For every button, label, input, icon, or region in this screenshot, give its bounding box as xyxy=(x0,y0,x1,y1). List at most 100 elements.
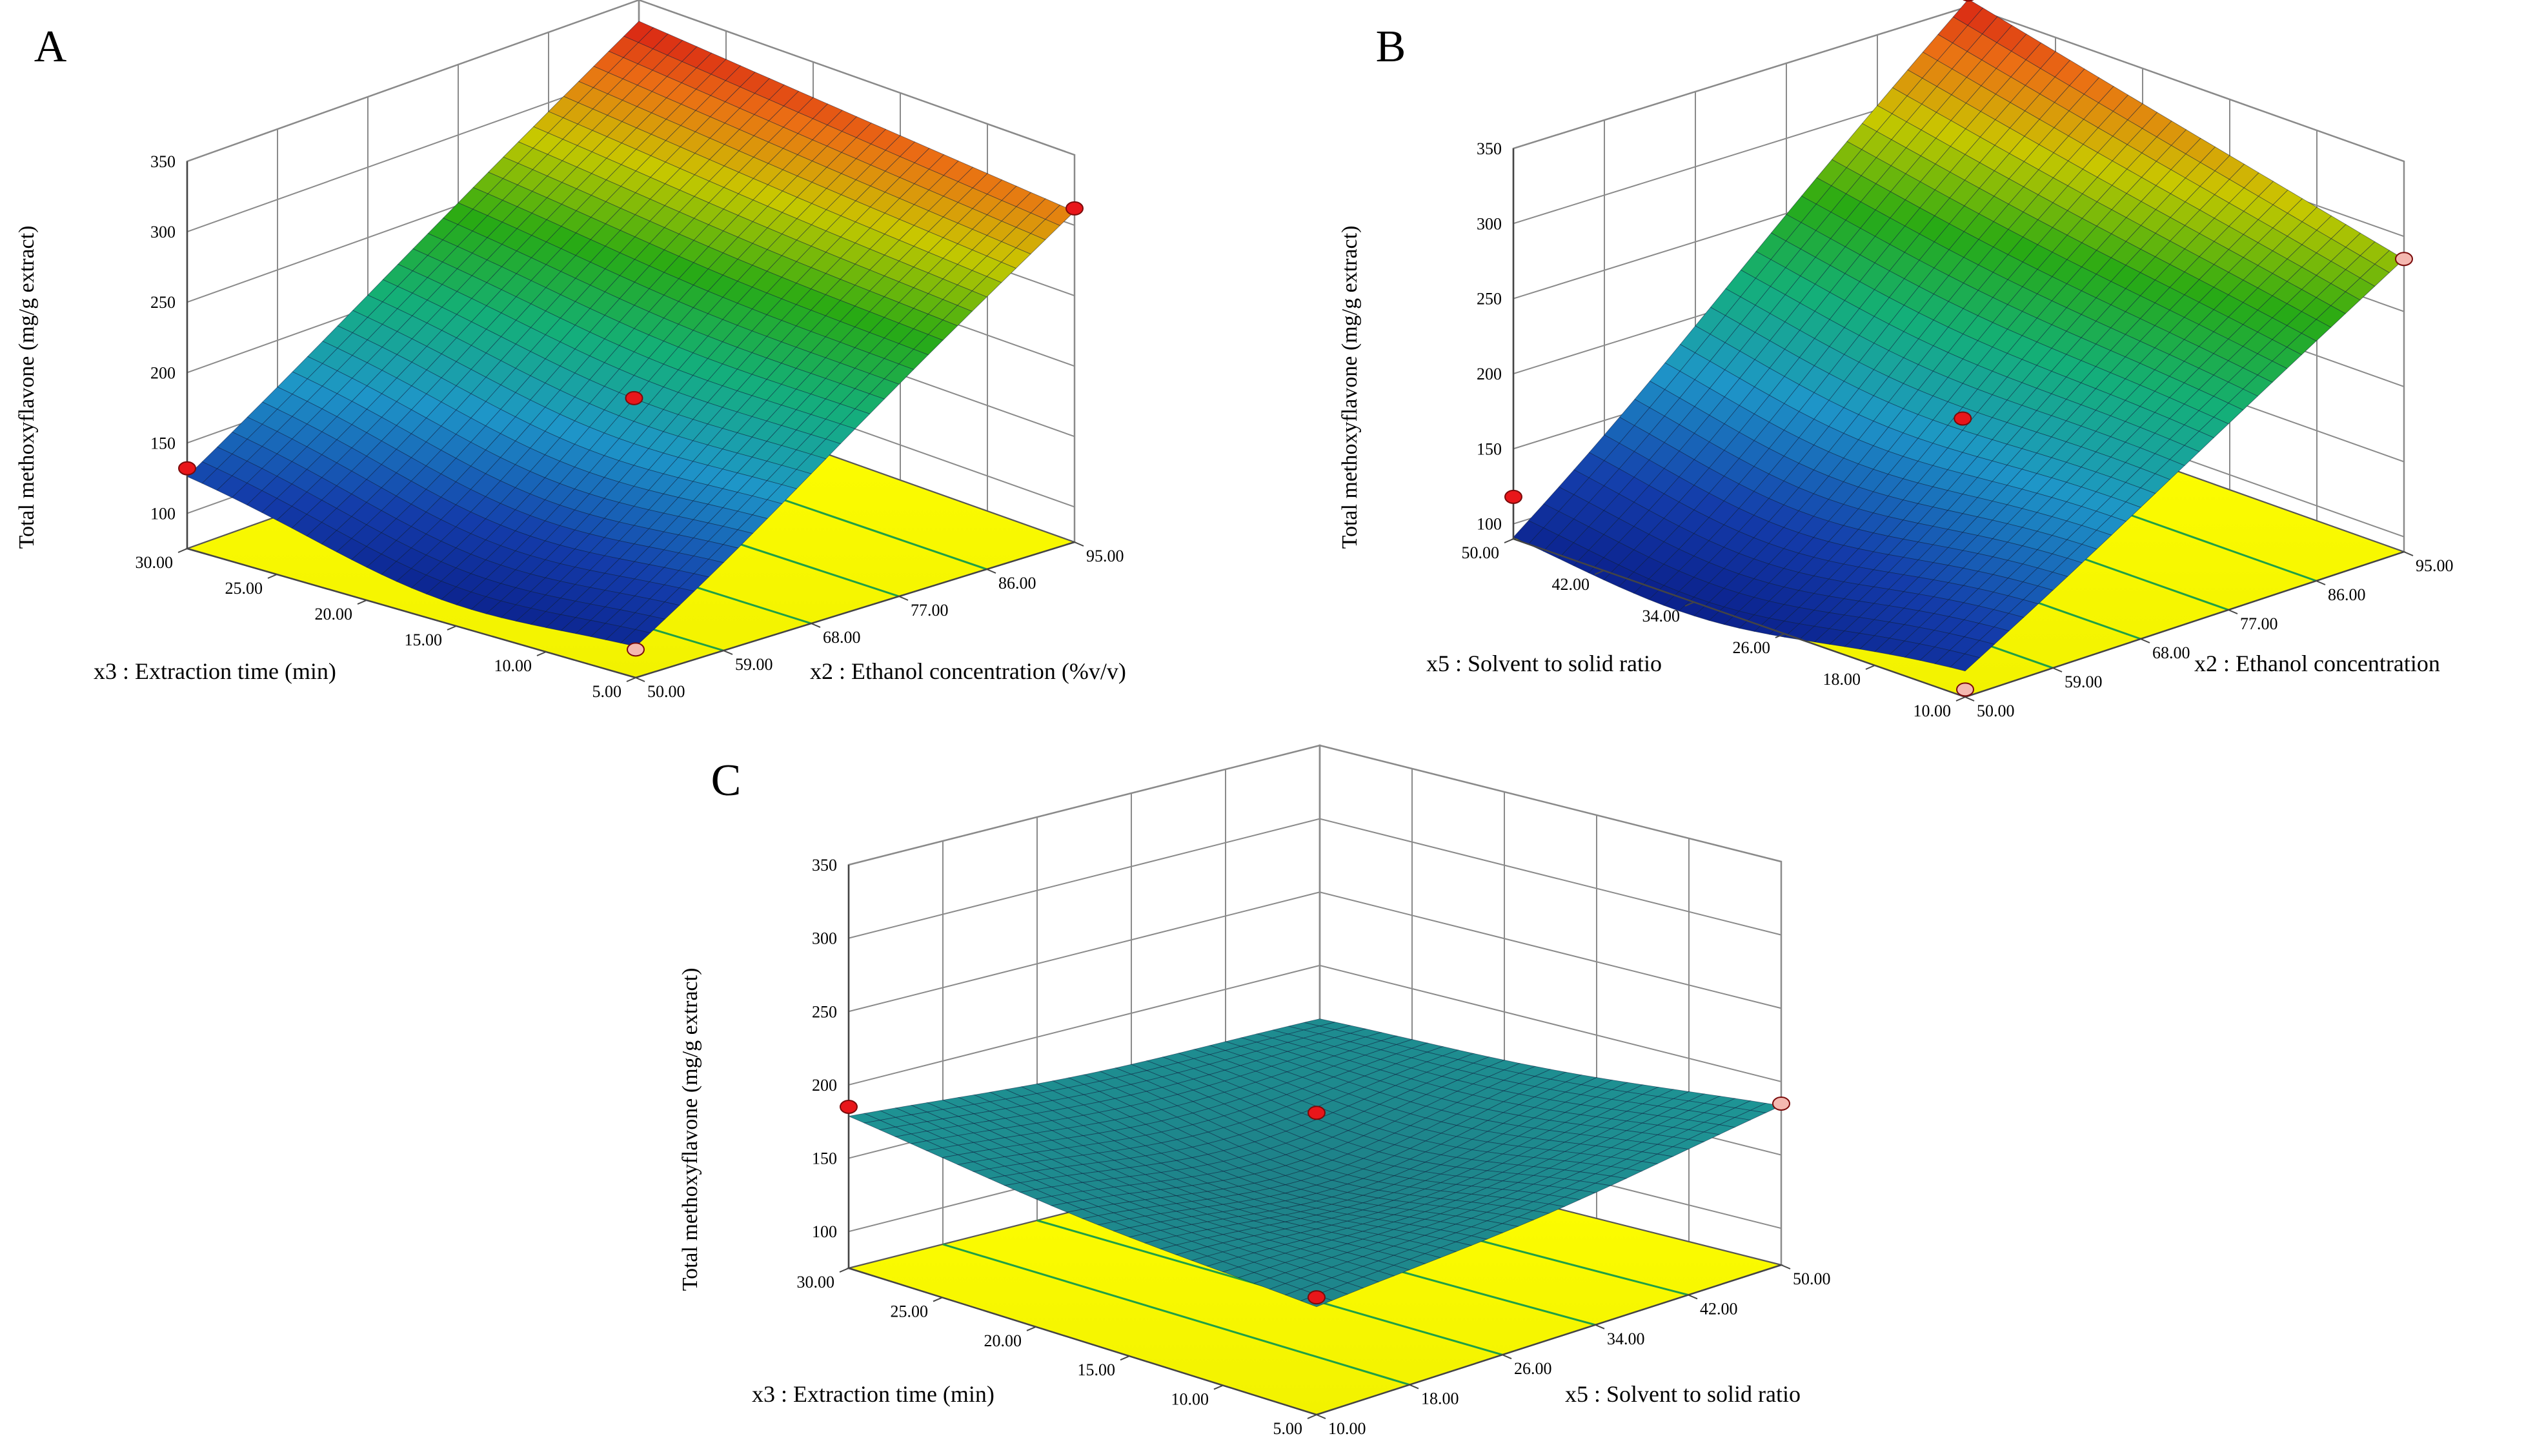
y-axis-title: x3 : Extraction time (min) xyxy=(752,1381,995,1407)
z-gridline xyxy=(848,818,1782,939)
z-tick-label: 100 xyxy=(1477,515,1502,534)
y-tick xyxy=(1775,633,1785,638)
response-surface xyxy=(847,1018,1783,1308)
x-tick xyxy=(1502,1354,1512,1360)
z-tick-label: 300 xyxy=(1477,214,1502,233)
design-point xyxy=(1954,411,1972,426)
z-tick-label: 200 xyxy=(812,1076,837,1095)
design-point xyxy=(1308,1290,1326,1305)
z-tick-label: 100 xyxy=(150,504,176,523)
design-point xyxy=(627,642,645,657)
floor-contour-line xyxy=(942,1243,1410,1386)
y-tick-label: 10.00 xyxy=(494,656,532,675)
y-tick xyxy=(267,574,278,579)
x-tick xyxy=(1688,1294,1698,1300)
x-tick xyxy=(1964,696,1975,702)
design-point xyxy=(1963,0,1974,2)
surface-cell xyxy=(620,629,651,647)
y-axis-line xyxy=(848,1267,1317,1416)
x-tick-label: 95.00 xyxy=(1086,547,1124,565)
z-tick-label: 200 xyxy=(1477,365,1502,383)
panel-c: 100 150 200 250 300 350 Total methoxyflavone (… xyxy=(678,744,1831,1438)
y-tick xyxy=(1504,538,1514,543)
y-tick xyxy=(626,677,636,682)
y-tick-label: 18.00 xyxy=(1823,670,1861,689)
x-tick xyxy=(2140,638,2150,643)
y-axis-line xyxy=(1513,538,1966,698)
x-axis-line xyxy=(635,541,1075,679)
response-surface xyxy=(1513,0,2405,672)
z-tick-label: 150 xyxy=(1477,440,1502,458)
y-axis-title: x5 : Solvent to solid ratio xyxy=(1426,651,1662,676)
z-gridline xyxy=(848,744,1782,865)
x-axis-title: x5 : Solvent to solid ratio xyxy=(1565,1381,1801,1407)
x-tick xyxy=(2052,667,2063,672)
panel-letter: C xyxy=(711,756,742,805)
design-point xyxy=(1066,201,1084,216)
x-tick xyxy=(635,677,645,682)
z-gridline xyxy=(848,891,1782,1013)
x-tick-label: 59.00 xyxy=(735,655,773,674)
design-point xyxy=(1308,1106,1326,1120)
z-tick-label: 350 xyxy=(1477,139,1502,158)
x-tick xyxy=(2403,551,2414,556)
z-axis-title: Total methoxyflavone (mg/g extract) xyxy=(1338,226,1362,549)
y-tick xyxy=(1307,1414,1317,1419)
front-axes xyxy=(839,865,1791,1419)
z-tick-label: 100 xyxy=(812,1222,837,1241)
x-tick-label: 50.00 xyxy=(647,682,685,701)
front-axes xyxy=(177,161,1084,682)
z-tick-label: 200 xyxy=(150,363,176,382)
z-gridline xyxy=(187,0,1075,162)
y-tick-label: 26.00 xyxy=(1733,638,1771,657)
x-tick-label: 77.00 xyxy=(2240,614,2278,633)
design-point xyxy=(840,1100,858,1114)
x-tick-label: 68.00 xyxy=(2152,643,2190,662)
design-point xyxy=(2395,252,2413,267)
response-surface xyxy=(187,21,1075,647)
y-tick-label: 50.00 xyxy=(1462,543,1500,562)
x-axis-title: x2 : Ethanol concentration (%v/v) xyxy=(810,658,1126,684)
surface-cell xyxy=(1949,653,1981,672)
y-tick xyxy=(536,651,547,656)
y-tick-label: 10.00 xyxy=(1914,702,1952,720)
x-axis-line xyxy=(1316,1264,1782,1416)
x-tick xyxy=(1595,1324,1605,1330)
x-tick xyxy=(2316,580,2326,585)
z-axis-title: Total methoxyflavone (mg/g extract) xyxy=(678,968,702,1291)
y-tick xyxy=(1955,696,1966,702)
x-tick xyxy=(1409,1384,1419,1390)
front-axes xyxy=(1504,148,2414,702)
z-tick-label: 300 xyxy=(150,223,176,241)
y-tick-label: 25.00 xyxy=(891,1302,929,1320)
z-tick-label: 150 xyxy=(150,434,176,452)
y-tick-label: 5.00 xyxy=(1273,1419,1303,1438)
x-tick xyxy=(811,623,821,628)
z-tick-label: 350 xyxy=(150,152,176,171)
x-tick-label: 68.00 xyxy=(823,628,861,647)
design-point xyxy=(178,461,196,476)
y-tick xyxy=(1026,1326,1036,1331)
x-tick-label: 95.00 xyxy=(2416,556,2454,575)
z-tick-label: 350 xyxy=(812,856,837,875)
y-axis-line xyxy=(187,547,636,679)
y-tick-label: 10.00 xyxy=(1171,1390,1209,1409)
x-tick-label: 77.00 xyxy=(911,601,949,620)
x-tick-label: 59.00 xyxy=(2065,672,2103,691)
y-tick-label: 34.00 xyxy=(1642,607,1681,625)
x-tick xyxy=(986,569,996,574)
y-tick-label: 15.00 xyxy=(1078,1360,1116,1379)
x-tick-label: 10.00 xyxy=(1328,1419,1366,1438)
x-tick-label: 18.00 xyxy=(1421,1390,1459,1408)
y-axis-title: x3 : Extraction time (min) xyxy=(94,658,336,684)
z-tick-label: 250 xyxy=(1477,290,1502,308)
x-tick-label: 50.00 xyxy=(1977,702,2015,720)
z-tick-label: 250 xyxy=(150,293,176,312)
y-tick-label: 30.00 xyxy=(136,553,174,572)
x-axis-title: x2 : Ethanol concentration xyxy=(2194,651,2440,676)
x-tick xyxy=(2228,609,2238,614)
x-axis-line xyxy=(1964,551,2405,698)
x-tick xyxy=(898,596,909,601)
design-point xyxy=(625,390,643,405)
